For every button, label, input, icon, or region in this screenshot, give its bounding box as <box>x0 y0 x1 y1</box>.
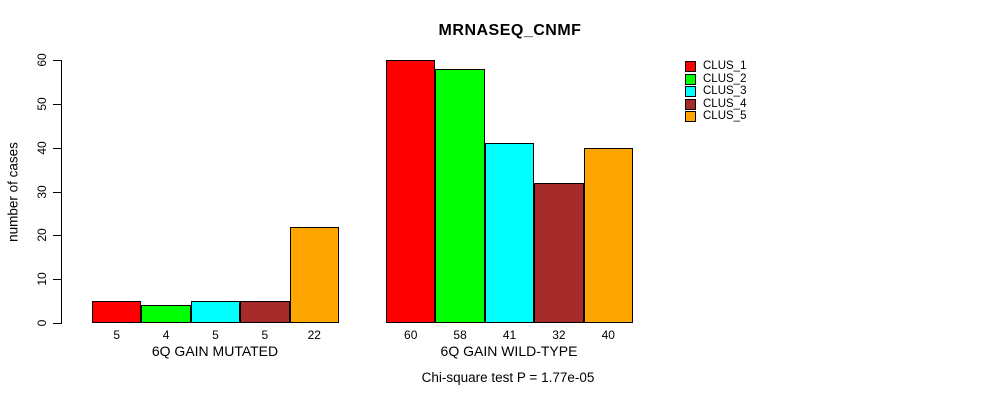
y-tick-label-60: 60 <box>35 53 49 67</box>
y-tick-50 <box>53 103 62 105</box>
chi-square-caption: Chi-square test P = 1.77e-05 <box>421 370 595 385</box>
y-axis-label: number of cases <box>5 142 21 242</box>
legend-label-clus_5: CLUS_5 <box>703 110 747 122</box>
bar-value-label-clus_2-group-2: 58 <box>453 328 467 342</box>
legend: CLUS_1 CLUS_2 CLUS_3 CLUS_4 CLUS_5 <box>685 60 747 124</box>
bar-value-label-clus_1-group-1: 5 <box>113 328 121 342</box>
bar-value-label-clus_4-group-1: 5 <box>261 328 269 342</box>
legend-swatch-clus_1 <box>685 61 696 72</box>
bar-clus_3-group-2 <box>484 143 535 323</box>
bar-clus_2-group-2 <box>435 68 485 323</box>
chart-title: MRNASEQ_CNMF <box>438 22 582 39</box>
bar-clus_3-group-1 <box>190 301 241 323</box>
bar-clus_4-group-2 <box>534 182 584 323</box>
y-tick-label-10: 10 <box>35 272 49 286</box>
y-tick-label-50: 50 <box>35 97 49 111</box>
y-tick-40 <box>53 147 62 149</box>
bar-value-label-clus_1-group-2: 60 <box>404 328 418 342</box>
bar-value-label-clus_3-group-2: 41 <box>502 328 517 342</box>
legend-swatch-clus_2 <box>685 73 696 85</box>
bar-value-label-clus_5-group-2: 40 <box>601 328 615 342</box>
bar-clus_5-group-2 <box>583 147 633 323</box>
bar-value-label-clus_5-group-1: 22 <box>307 328 321 342</box>
bar-clus_5-group-1 <box>289 226 339 323</box>
legend-swatch-clus_5 <box>685 111 696 122</box>
y-tick-30 <box>53 191 62 193</box>
bar-clus_1-group-2 <box>386 60 436 323</box>
bar-clus_2-group-1 <box>141 305 191 323</box>
legend-row-clus_3: CLUS_3 <box>685 85 747 97</box>
group-label-6q-gain-wild-type: 6Q GAIN WILD-TYPE <box>440 343 578 359</box>
legend-row-clus_2: CLUS_2 <box>685 72 747 85</box>
legend-label-clus_2: CLUS_2 <box>703 72 747 85</box>
y-tick-label-40: 40 <box>35 140 49 155</box>
y-tick-0 <box>53 323 62 324</box>
legend-row-clus_5: CLUS_5 <box>685 110 747 122</box>
bar-clus_1-group-1 <box>92 301 142 323</box>
legend-label-clus_4: CLUS_4 <box>703 97 747 110</box>
group-label-6q-gain-mutated: 6Q GAIN MUTATED <box>151 343 279 359</box>
y-tick-label-30: 30 <box>35 184 49 199</box>
legend-swatch-clus_3 <box>685 86 696 97</box>
bar-value-label-clus_4-group-2: 32 <box>552 328 566 342</box>
legend-label-clus_1: CLUS_1 <box>703 60 747 72</box>
legend-row-clus_1: CLUS_1 <box>685 60 747 72</box>
y-tick-10 <box>53 279 62 281</box>
bar-clus_4-group-1 <box>240 301 290 323</box>
legend-row-clus_4: CLUS_4 <box>685 97 747 110</box>
legend-swatch-clus_4 <box>685 98 696 110</box>
bar-value-label-clus_2-group-1: 4 <box>162 328 170 342</box>
legend-label-clus_3: CLUS_3 <box>703 85 747 97</box>
y-tick-label-0: 0 <box>35 319 49 327</box>
bar-value-label-clus_3-group-1: 5 <box>212 328 219 342</box>
y-tick-20 <box>53 235 62 237</box>
y-tick-60 <box>53 60 62 61</box>
y-tick-label-20: 20 <box>35 228 49 243</box>
